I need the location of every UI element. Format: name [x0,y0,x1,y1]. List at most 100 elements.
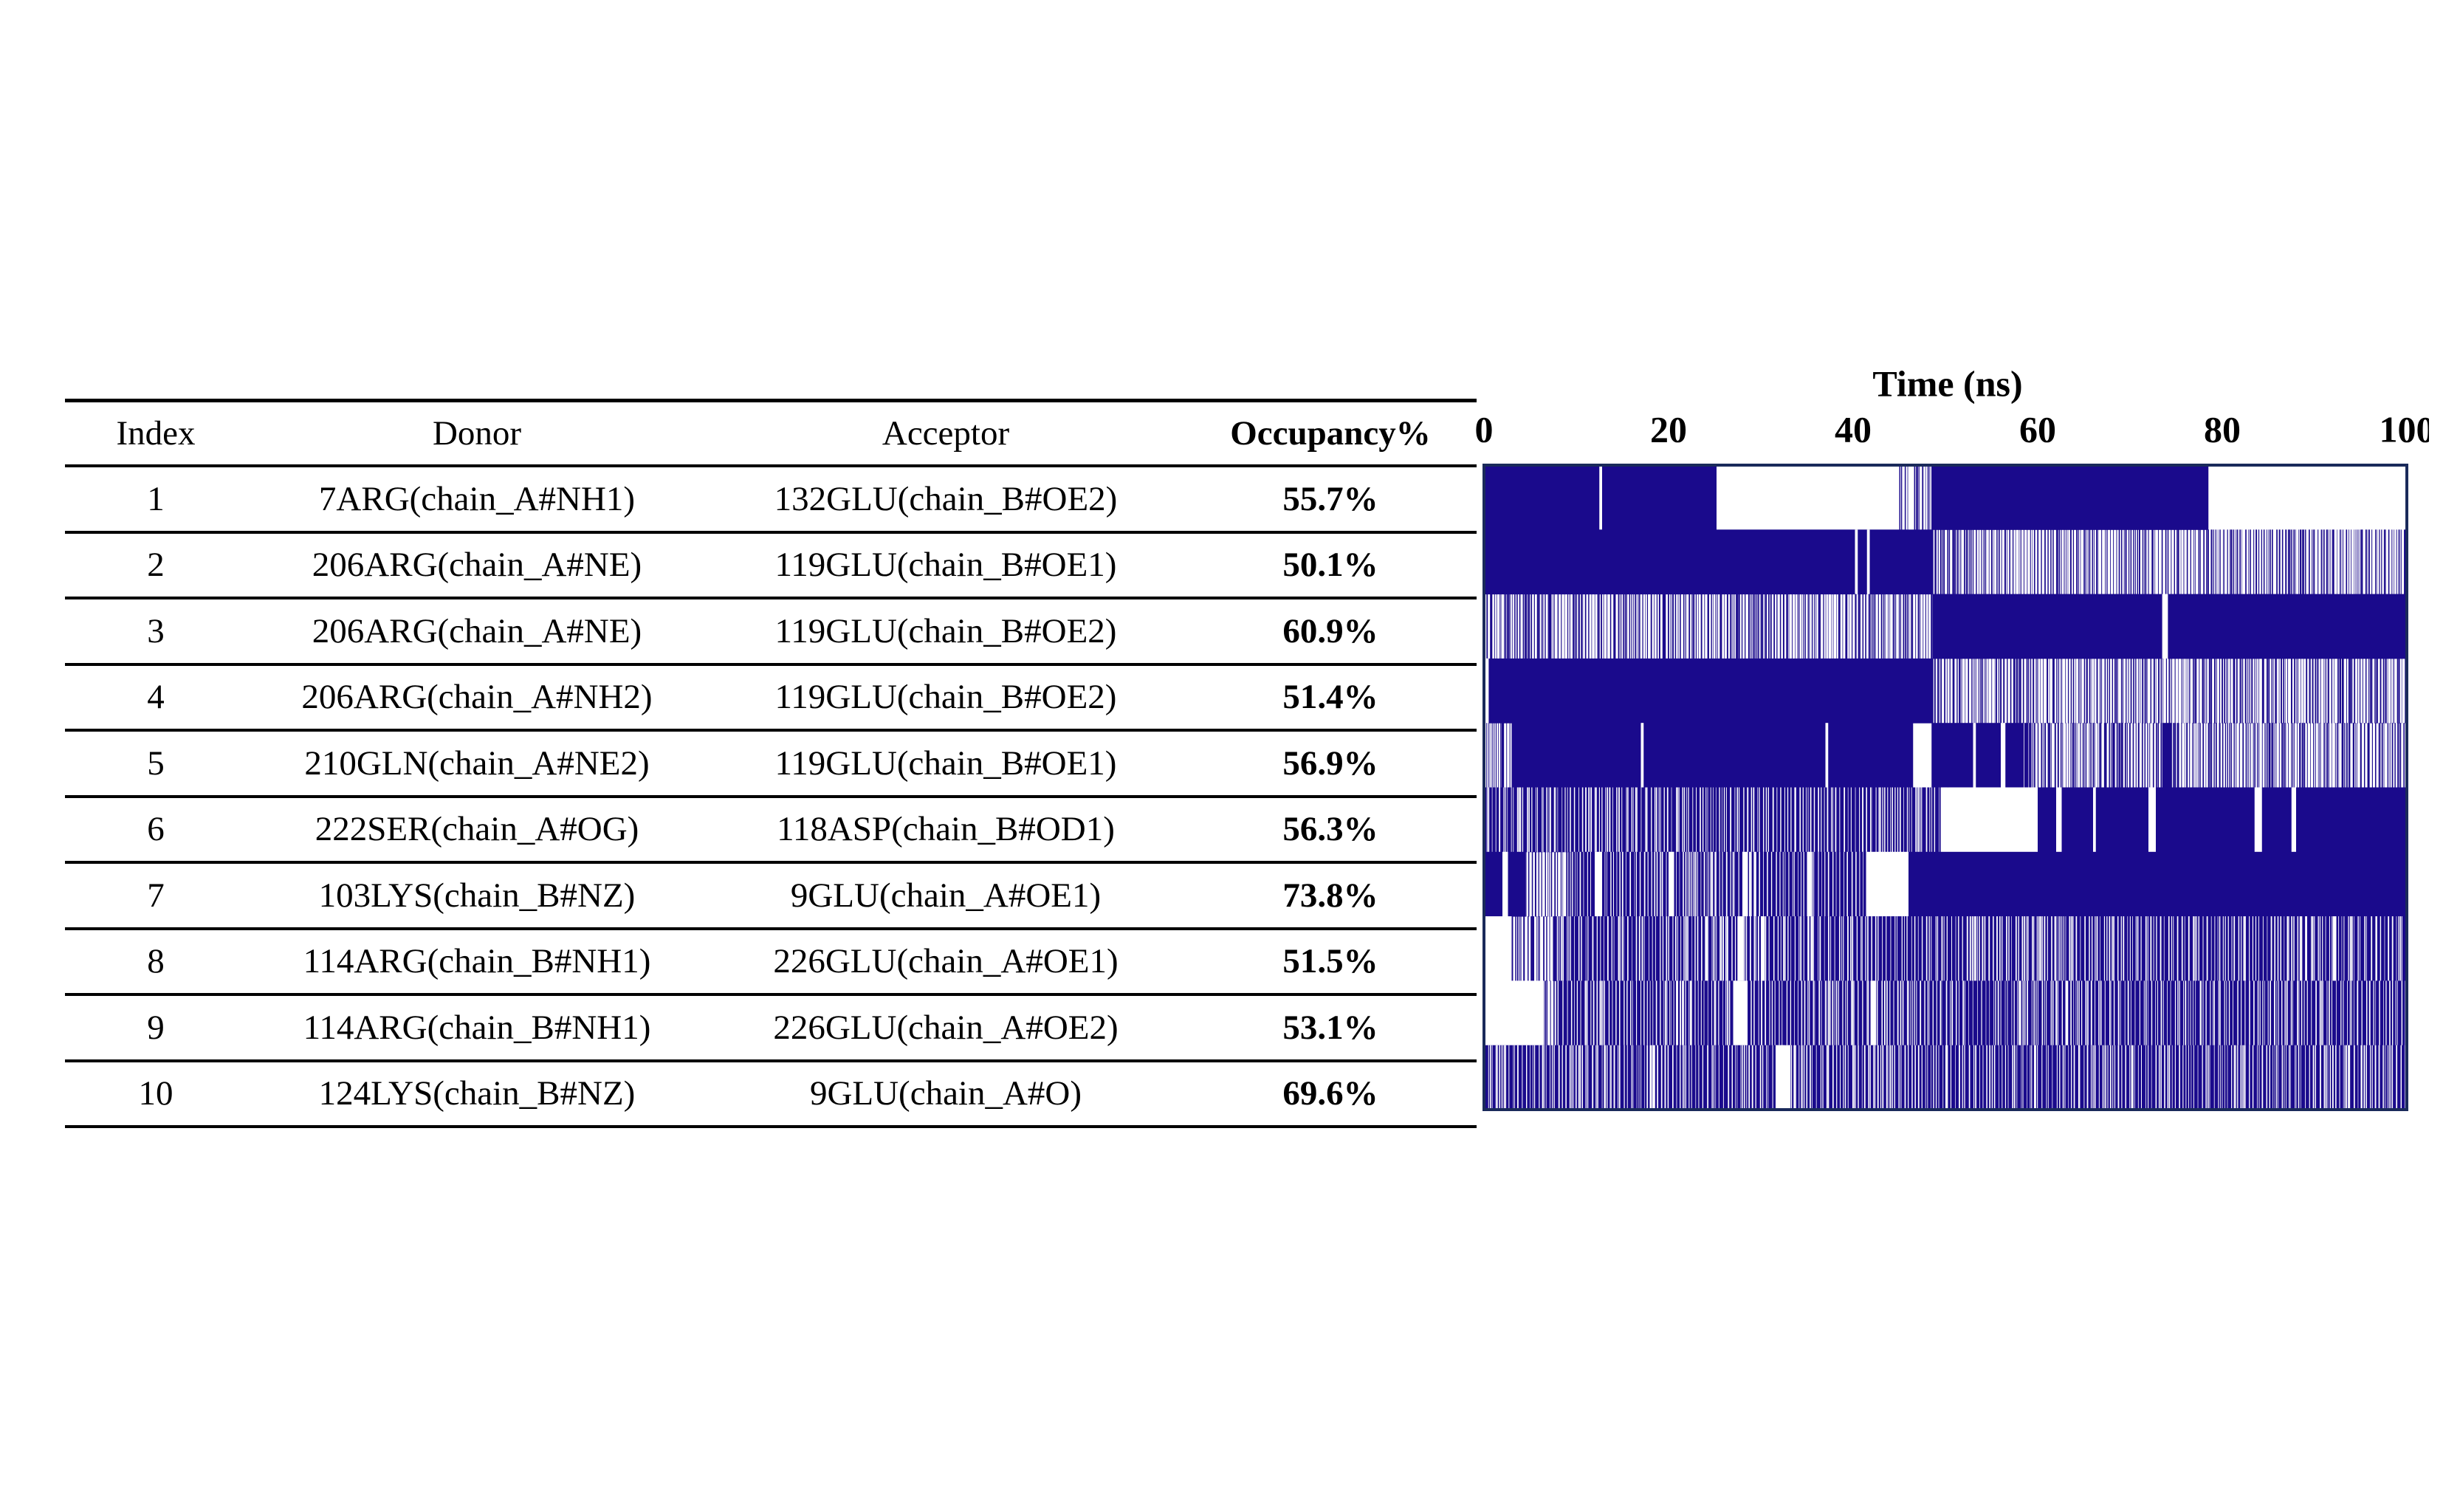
bond-gap-segment [1484,916,1512,981]
bond-gap-line [2397,980,2398,1046]
bond-gap-line [1835,787,1837,853]
bond-gap-line [1882,916,1883,981]
bond-event-line [1827,594,1829,659]
bond-gap-line [1619,916,1621,981]
bond-gap-line [1810,1045,1811,1110]
bond-gap-line [2299,916,2301,981]
bond-gap-line [2349,1045,2351,1110]
bond-gap-line [1866,980,1868,1046]
bond-event-line [2241,529,2242,595]
bond-event-line [1719,594,1722,659]
bond-gap-line [1732,851,1734,917]
bond-gap-line [1683,980,1684,1046]
bond-event-line [1825,594,1827,659]
bond-gap-segment [1973,723,1976,788]
cell-acceptor: 119GLU(chain_B#OE1) [707,532,1184,599]
bond-event-line [1996,529,1998,595]
bond-event-line [2361,723,2362,788]
bond-gap-segment [1945,1045,1948,1110]
bond-gap-line [1666,851,1667,917]
bond-gap-line [1677,787,1678,853]
bond-event-line [2367,723,2369,788]
bond-event-line [1525,594,1528,659]
bond-event-line [2022,658,2024,724]
bond-gap-line [2399,916,2401,981]
bond-gap-line [1765,787,1767,853]
bond-event-line [1846,594,1848,659]
bond-gap-line [1695,1045,1697,1110]
bond-gap-line [1568,916,1570,981]
bond-event-line [1919,465,1920,530]
bond-gap-line [2044,916,2046,981]
bond-gap-line [1734,851,1735,917]
bond-gap-segment [1908,465,1912,530]
bond-event-line [1584,594,1587,659]
bond-gap-line [2162,980,2164,1046]
bond-gap-line [2244,1045,2246,1110]
bond-event-line [2047,529,2049,595]
bond-gap-line [1536,787,1538,853]
bond-event-line [1786,594,1787,659]
bond-gap-line [1578,787,1579,853]
bond-event-line [2320,529,2323,595]
bond-event-line [1917,594,1920,659]
bond-gap-line [1900,980,1902,1046]
bond-gap-line [1767,1045,1769,1110]
bond-event-line [1502,723,1505,788]
bond-gap-line [2228,980,2230,1046]
bond-gap-line [1694,980,1696,1046]
bond-event-line [2147,658,2148,724]
bond-event-line [2379,529,2380,595]
bond-gap-line [2070,1045,2072,1110]
bond-event-line [2258,723,2260,788]
bond-event-line [2073,723,2075,788]
bond-event-line [2397,723,2399,788]
bond-event-line [2106,529,2108,595]
bond-event-line [2256,658,2258,724]
bond-gap-line [2125,1045,2126,1110]
bond-event-line [2037,529,2039,595]
bond-event-line [1842,594,1844,659]
bond-event-line [2290,658,2292,724]
bond-event-line [2334,723,2336,788]
bond-gap-line [1711,916,1713,981]
bond-event-line [1633,594,1635,659]
bond-event-line [2160,658,2162,724]
bond-gap-line [1638,916,1640,981]
bond-gap-segment [1761,916,1765,981]
bond-gap-line [1810,787,1812,853]
bond-event-line [2303,529,2305,595]
bond-event-line [2145,529,2147,595]
bond-event-line [1598,594,1600,659]
bond-event-line [2266,723,2268,788]
bond-event-line [1707,594,1709,659]
bond-gap-line [1553,1045,1555,1110]
bond-gap-line [2094,1045,2096,1110]
bond-event-line [2151,529,2154,595]
bond-gap-line [2374,1045,2377,1110]
bond-event-line [2320,658,2321,724]
bond-gap-line [2226,980,2227,1046]
bond-event-line [1915,594,1917,659]
bond-gap-line [2109,980,2111,1046]
bond-gap-line [1982,916,1984,981]
bond-gap-line [1779,851,1781,917]
bond-gap-line [1609,1045,1611,1110]
bond-gap-line [1616,787,1618,853]
bond-event-line [2135,723,2137,788]
bond-gap-line [1832,787,1834,853]
bond-gap-line [1557,787,1559,853]
bond-event-line [2242,658,2244,724]
bond-event-line [2138,658,2140,724]
bond-event-line [1929,465,1931,530]
bond-gap-line [2240,1045,2241,1110]
bond-event-line [1614,594,1616,659]
bond-event-line [2330,529,2332,595]
bond-event-line [2206,529,2208,595]
bond-gap-line [2028,723,2030,788]
bond-gap-line [1725,980,1727,1046]
bond-event-line [1750,594,1751,659]
bond-event-line [2303,658,2304,724]
bond-event-line [2248,723,2250,788]
bond-gap-line [1646,1045,1649,1110]
